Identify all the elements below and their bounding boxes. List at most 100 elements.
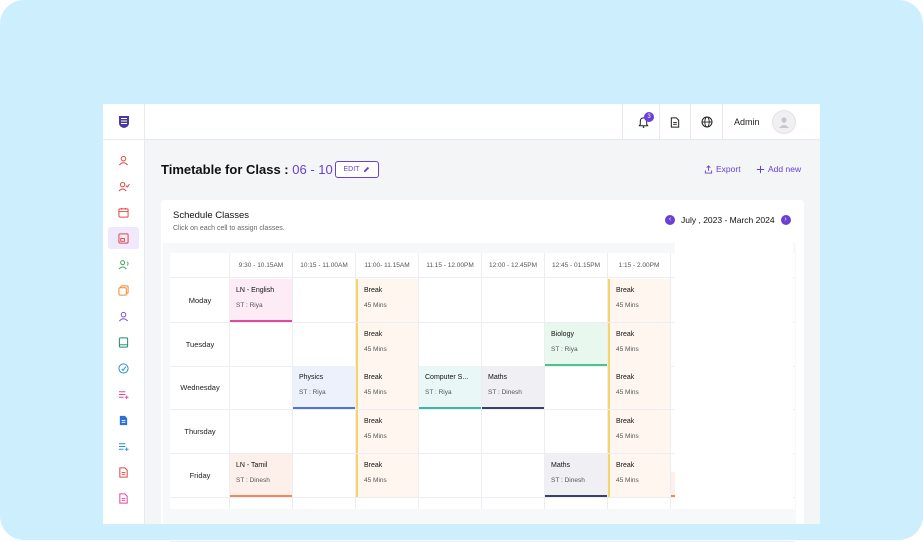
sidebar-item-broadcast[interactable] <box>108 253 139 275</box>
export-button[interactable]: Export <box>704 164 741 174</box>
class-slot[interactable]: LN - Tamil ST : Dinesh <box>230 454 292 497</box>
slot-duration: 45 Mins <box>364 302 387 309</box>
slot-accent-bar <box>545 364 607 366</box>
sidebar-item-receipts[interactable] <box>108 487 139 509</box>
sidebar-item-reports[interactable] <box>108 357 139 379</box>
card-subtitle: Click on each cell to assign classes. <box>173 225 285 232</box>
slot-title: Physics <box>299 374 324 381</box>
plus-icon <box>756 165 765 173</box>
timetable-cell[interactable] <box>230 410 292 453</box>
slot-accent-bar <box>230 320 292 322</box>
timetable-cell[interactable] <box>545 366 607 409</box>
break-slot[interactable]: Break 45 Mins <box>608 323 670 366</box>
timetable-cell[interactable] <box>293 323 355 366</box>
class-slot[interactable]: Biology ST : Riya <box>545 323 607 366</box>
class-slot[interactable]: Maths ST : Dinesh <box>482 366 544 409</box>
export-label: Export <box>716 164 741 174</box>
sidebar-item-students[interactable] <box>108 305 139 327</box>
slot-accent-bar <box>482 407 544 409</box>
top-bar: 3 Admin <box>103 104 820 140</box>
sidebar-item-list-add[interactable] <box>108 383 139 405</box>
add-new-button[interactable]: Add new <box>756 164 801 174</box>
sidebar-item-attendance[interactable] <box>108 175 139 197</box>
timetable-cell[interactable] <box>419 410 481 453</box>
timetable-cell[interactable] <box>293 410 355 453</box>
sidebar-item-files[interactable] <box>108 279 139 301</box>
slot-title: LN - English <box>236 287 275 294</box>
break-slot[interactable]: Break 45 Mins <box>608 366 670 409</box>
sidebar-item-invoices[interactable] <box>108 461 139 483</box>
divider <box>722 104 723 140</box>
sidebar-item-calendar[interactable] <box>108 201 139 223</box>
user-avatar-icon <box>779 117 789 128</box>
gauge-icon <box>118 362 129 374</box>
slot-duration: 45 Mins <box>616 477 639 484</box>
edit-button[interactable]: EDIT <box>335 161 379 178</box>
slot-title: Break <box>364 462 383 469</box>
timetable-cell[interactable] <box>230 366 292 409</box>
globe-icon[interactable] <box>699 114 715 130</box>
add-new-label: Add new <box>768 164 802 174</box>
crest-icon <box>118 116 129 128</box>
timetable-cell[interactable] <box>482 454 544 497</box>
slot-duration: 45 Mins <box>616 302 639 309</box>
chevron-right-icon[interactable]: › <box>780 215 791 225</box>
chevron-left-icon[interactable]: ‹ <box>665 215 675 225</box>
timetable-cell[interactable] <box>419 454 481 497</box>
timetable-cell[interactable] <box>293 279 355 322</box>
slot-title: Computer S... <box>425 374 469 381</box>
calendar-icon <box>118 207 129 218</box>
break-slot[interactable]: Break 45 Mins <box>356 366 418 409</box>
slot-duration: 45 Mins <box>364 477 387 484</box>
timetable-cell[interactable] <box>545 279 607 322</box>
school-logo[interactable] <box>103 104 145 140</box>
timetable-cell[interactable] <box>230 323 292 366</box>
timetable-cell[interactable] <box>545 410 607 453</box>
blank-panel <box>675 243 793 509</box>
slot-title: Break <box>364 331 383 338</box>
slot-title: Break <box>616 418 635 425</box>
slot-title: Biology <box>551 331 574 338</box>
sidebar-item-docs[interactable] <box>108 409 139 431</box>
slot-duration: 45 Mins <box>364 389 387 396</box>
timetable-cell[interactable] <box>482 323 544 366</box>
slot-title: Break <box>616 331 635 338</box>
slot-duration: 45 Mins <box>364 433 387 440</box>
break-slot[interactable]: Break 45 Mins <box>356 454 418 497</box>
sidebar-item-queue[interactable] <box>108 435 139 457</box>
slot-accent-bar <box>545 495 607 497</box>
break-slot[interactable]: Break 45 Mins <box>356 279 418 322</box>
break-slot[interactable]: Break 45 Mins <box>608 410 670 453</box>
user-name[interactable]: Admin <box>734 117 760 127</box>
list-add-icon <box>118 390 129 399</box>
avatar[interactable] <box>772 110 796 134</box>
divider <box>622 104 623 140</box>
timetable-cell[interactable] <box>419 323 481 366</box>
break-slot[interactable]: Break 45 Mins <box>608 279 670 322</box>
class-slot[interactable]: LN - English ST : Riya <box>230 279 292 322</box>
sidebar-item-profile[interactable] <box>108 149 139 171</box>
slot-accent-bar <box>419 407 481 409</box>
timetable-cell[interactable] <box>293 454 355 497</box>
class-slot[interactable]: Computer S... ST : Riya <box>419 366 481 409</box>
break-slot[interactable]: Break 45 Mins <box>608 454 670 497</box>
slot-title: Break <box>616 462 635 469</box>
slot-teacher: ST : Dinesh <box>236 477 270 484</box>
sidebar-item-library[interactable] <box>108 331 139 353</box>
class-slot[interactable]: Physics ST : Riya <box>293 366 355 409</box>
break-slot[interactable]: Break 45 Mins <box>356 410 418 453</box>
break-slot[interactable]: Break 45 Mins <box>356 323 418 366</box>
timetable-cell[interactable] <box>482 279 544 322</box>
class-slot[interactable]: Maths ST : Dinesh <box>545 454 607 497</box>
slot-teacher: ST : Riya <box>551 346 578 353</box>
slot-title: Break <box>616 287 635 294</box>
class-label: 06 - 10 <box>292 162 333 177</box>
sidebar-item-timetable[interactable] <box>108 227 139 249</box>
slot-title: Break <box>364 374 383 381</box>
timetable-cell[interactable] <box>419 279 481 322</box>
timetable-cell[interactable] <box>482 410 544 453</box>
page-title: Timetable for Class : 06 - 10 <box>161 162 333 177</box>
receipt-icon <box>119 492 128 504</box>
document-icon[interactable] <box>667 114 683 130</box>
slot-title: Break <box>616 374 635 381</box>
